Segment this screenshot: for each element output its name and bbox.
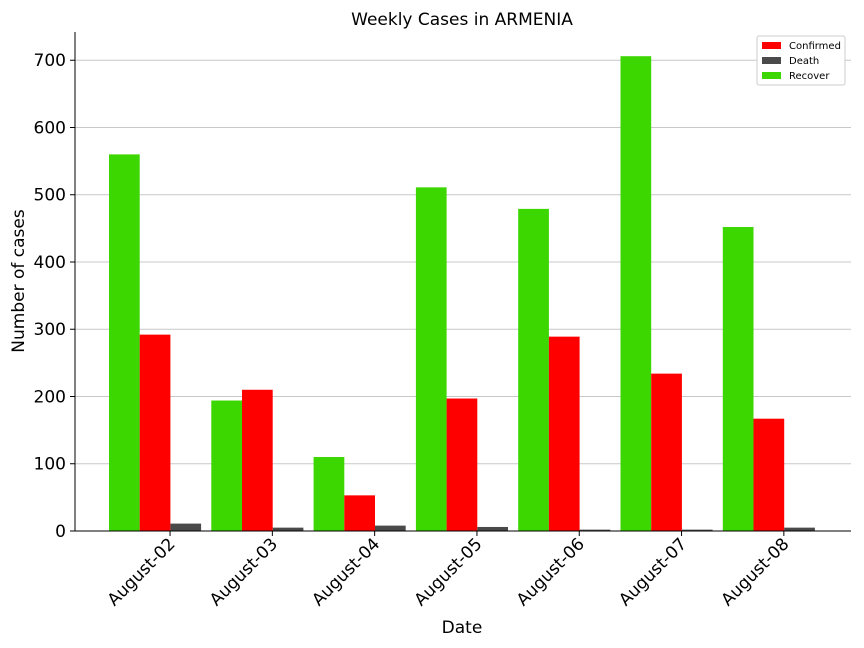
bar-death [375, 525, 406, 531]
bar-death [170, 523, 202, 531]
bar-recover [211, 400, 242, 531]
bar-confirmed [139, 334, 171, 531]
bar-recover [415, 187, 447, 531]
bar-recover [109, 154, 140, 531]
bar-confirmed [651, 373, 682, 531]
legend-swatch-death [762, 57, 781, 64]
legend-swatch-confirmed [762, 42, 781, 49]
y-ticks: 0 100 200 300 400 500 600 700 [34, 51, 75, 542]
bar-death [784, 527, 815, 531]
bar-death [579, 529, 611, 531]
legend: Confirmed Death Recover [756, 35, 846, 86]
y-tick-label: 700 [34, 51, 66, 71]
y-tick-label: 200 [34, 387, 66, 407]
bar-death [272, 527, 304, 531]
y-tick-label: 500 [34, 186, 66, 206]
bar-death [681, 529, 713, 531]
y-tick-label: 100 [34, 455, 66, 475]
bar-confirmed [242, 389, 273, 531]
bar-recover [620, 56, 652, 532]
y-tick-label: 0 [55, 522, 66, 542]
bar-confirmed [446, 398, 478, 531]
bar-confirmed [753, 418, 785, 531]
bar-recover [313, 457, 345, 531]
chart-title: Weekly Cases in ARMENIA [351, 10, 573, 30]
bar-confirmed [548, 336, 580, 531]
y-tick-label: 400 [34, 253, 66, 273]
bar-recover [518, 208, 549, 532]
x-axis-label: Date [442, 618, 483, 638]
legend-label-death: Death [789, 56, 819, 67]
bar-recover [722, 227, 754, 531]
y-axis-label: Number of cases [9, 209, 29, 353]
legend-label-confirmed: Confirmed [789, 41, 841, 52]
bar-death [477, 526, 508, 531]
bar-confirmed [344, 495, 375, 531]
bars [109, 56, 815, 532]
axes [74, 32, 851, 532]
y-tick-label: 600 [34, 118, 66, 138]
gridlines [75, 59, 851, 465]
legend-swatch-recover [762, 72, 781, 79]
legend-label-recover: Recover [789, 71, 830, 82]
y-tick-label: 300 [34, 320, 66, 340]
